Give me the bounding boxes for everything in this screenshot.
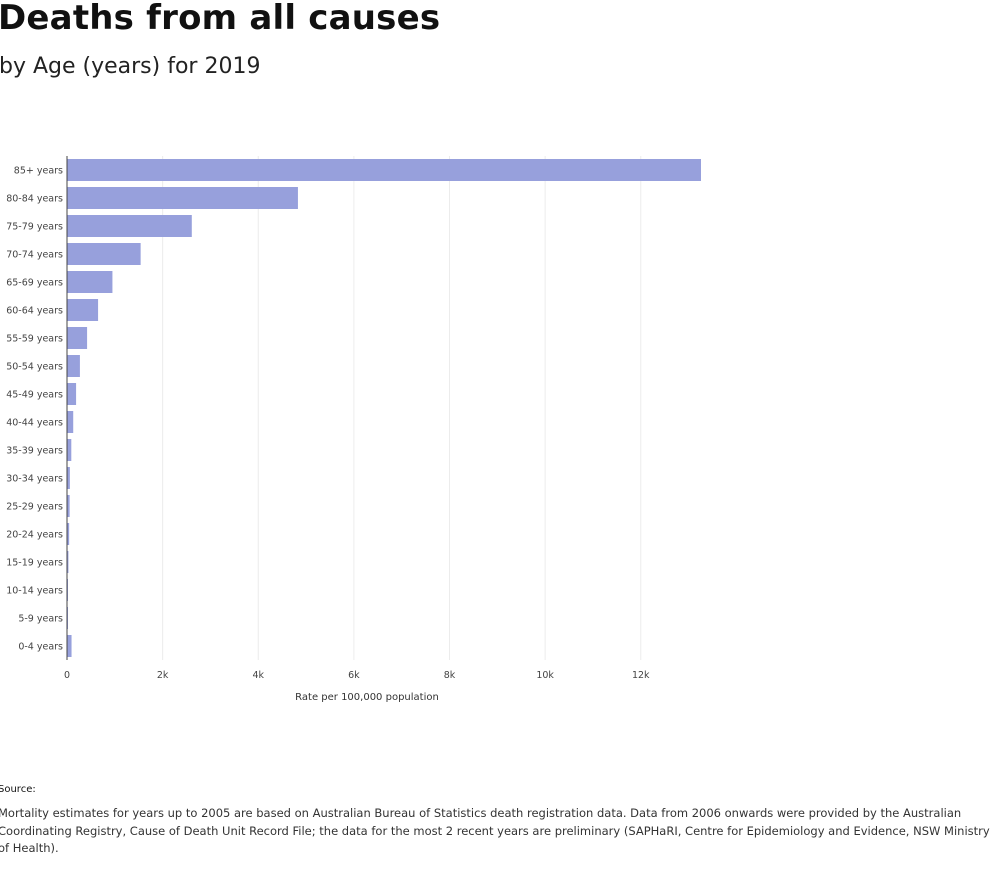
- bar[interactable]: [67, 327, 88, 349]
- bar-chart: 85+ years 80-84 years 75-79 years 70-74 yea…: [6, 156, 701, 703]
- x-tick-labels: 0 2k 4k 6k 8k 10k 12k: [64, 670, 650, 681]
- y-tick-label: 80-84 years: [6, 194, 63, 205]
- y-tick-label: 60-64 years: [6, 306, 63, 317]
- x-axis-title: Rate per 100,000 population: [295, 692, 439, 703]
- source-label: Source:: [0, 784, 36, 795]
- x-tick-label: 10k: [536, 670, 554, 681]
- source-text: Mortality estimates for years up to 2005…: [0, 806, 990, 855]
- y-tick-label: 85+ years: [14, 166, 63, 177]
- x-tick-label: 6k: [348, 670, 360, 681]
- bar[interactable]: [67, 299, 99, 321]
- y-tick-label: 65-69 years: [6, 278, 63, 289]
- x-tick-label: 4k: [252, 670, 264, 681]
- chart-subtitle: by Age (years) for 2019: [0, 54, 261, 79]
- bar[interactable]: [67, 243, 141, 265]
- bar[interactable]: [67, 159, 701, 181]
- bars: [67, 159, 701, 657]
- y-tick-label: 70-74 years: [6, 250, 63, 261]
- bar[interactable]: [67, 495, 70, 517]
- y-tick-label: 30-34 years: [6, 474, 63, 485]
- bar[interactable]: [67, 635, 72, 657]
- y-tick-label: 15-19 years: [6, 558, 63, 569]
- bar[interactable]: [67, 271, 113, 293]
- bar[interactable]: [67, 187, 298, 209]
- y-tick-label: 75-79 years: [6, 222, 63, 233]
- x-tick-label: 8k: [444, 670, 456, 681]
- x-tick-label: 0: [64, 670, 70, 681]
- bar[interactable]: [67, 411, 74, 433]
- grid-lines: [162, 156, 642, 660]
- bar[interactable]: [67, 215, 192, 237]
- x-tick-label: 12k: [632, 670, 650, 681]
- y-tick-label: 10-14 years: [6, 586, 63, 597]
- chart-title: Deaths from all causes: [0, 0, 441, 38]
- bar[interactable]: [67, 439, 72, 461]
- bar[interactable]: [67, 467, 70, 489]
- bar[interactable]: [67, 383, 77, 405]
- y-tick-label: 0-4 years: [18, 642, 63, 653]
- y-tick-label: 50-54 years: [6, 362, 63, 373]
- bar[interactable]: [67, 355, 80, 377]
- bar[interactable]: [67, 523, 70, 545]
- x-tick-label: 2k: [157, 670, 169, 681]
- y-tick-label: 40-44 years: [6, 418, 63, 429]
- y-tick-labels: 85+ years 80-84 years 75-79 years 70-74 yea…: [6, 166, 63, 653]
- y-tick-label: 45-49 years: [6, 390, 63, 401]
- y-tick-label: 20-24 years: [6, 530, 63, 541]
- y-tick-label: 55-59 years: [6, 334, 63, 345]
- y-tick-label: 25-29 years: [6, 502, 63, 513]
- y-tick-label: 5-9 years: [18, 614, 63, 625]
- y-tick-label: 35-39 years: [6, 446, 63, 457]
- bar[interactable]: [67, 551, 69, 573]
